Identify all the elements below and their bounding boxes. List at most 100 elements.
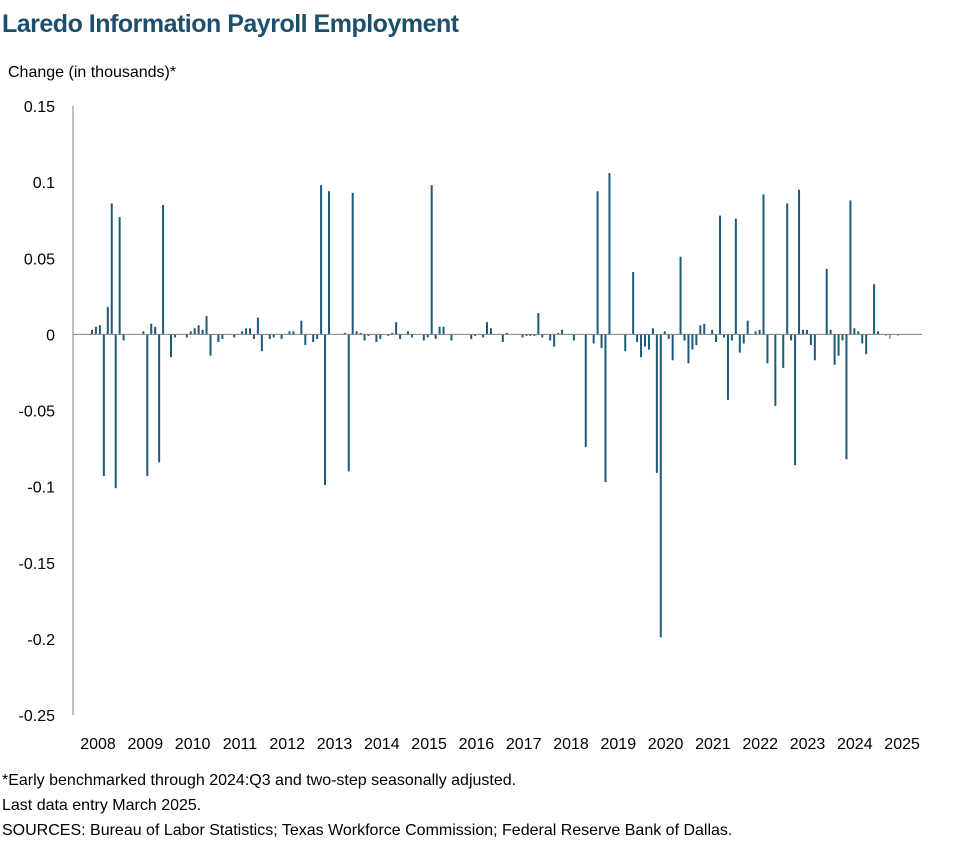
footnote-benchmark: *Early benchmarked through 2024:Q3 and t…	[2, 772, 517, 789]
bar	[355, 331, 358, 335]
bar	[805, 329, 808, 335]
bar	[813, 334, 816, 361]
bar	[489, 328, 492, 335]
bar	[742, 334, 745, 344]
y-tick-label: -0.1	[27, 480, 55, 497]
bar	[802, 329, 804, 335]
footnote-sources: SOURCES: Bureau of Labor Statistics; Tex…	[2, 822, 733, 839]
bar	[399, 334, 402, 339]
bar	[106, 306, 109, 335]
bar	[549, 334, 552, 341]
y-tick-label: 0.1	[33, 175, 55, 192]
bar	[482, 334, 485, 338]
bar	[896, 334, 899, 336]
bar	[703, 323, 706, 335]
bar	[150, 323, 153, 335]
bar	[158, 334, 161, 463]
bar	[715, 334, 718, 342]
bar	[845, 334, 848, 460]
bar	[600, 334, 603, 349]
bar	[426, 334, 429, 338]
bar	[529, 334, 532, 336]
bar	[407, 331, 409, 335]
bar	[351, 192, 354, 335]
bar	[280, 334, 283, 339]
x-tick-label: 2008	[80, 736, 116, 753]
bar	[189, 331, 192, 335]
bar	[312, 334, 315, 342]
bar	[217, 334, 220, 342]
bar	[252, 334, 255, 339]
bar	[853, 328, 856, 335]
bar	[782, 334, 785, 368]
bar	[410, 334, 413, 338]
bar	[726, 334, 729, 400]
bar	[699, 325, 702, 335]
x-tick-label: 2013	[317, 736, 353, 753]
bar	[233, 334, 236, 338]
bar	[561, 329, 564, 335]
bar	[711, 329, 714, 335]
x-tick-label: 2016	[459, 736, 495, 753]
bar	[584, 334, 587, 448]
bar	[142, 331, 145, 335]
bar	[557, 332, 560, 335]
bar	[655, 334, 658, 473]
bar	[438, 326, 441, 335]
bar	[596, 191, 599, 335]
bar	[98, 325, 101, 335]
bar	[434, 334, 437, 339]
bar	[592, 334, 595, 344]
bar	[347, 334, 350, 472]
bar	[304, 334, 307, 346]
bar	[185, 334, 188, 338]
bar	[659, 334, 662, 638]
bar-series	[91, 172, 899, 638]
bar	[486, 322, 488, 335]
bar	[636, 334, 639, 342]
bar	[118, 217, 121, 335]
bar	[521, 334, 524, 338]
bar	[841, 334, 844, 341]
bar	[367, 334, 370, 336]
x-tick-label: 2019	[601, 736, 637, 753]
bar	[525, 334, 528, 336]
bar	[774, 334, 777, 406]
bar	[632, 271, 635, 335]
bar	[173, 334, 176, 338]
bar	[647, 334, 650, 350]
bar	[644, 334, 646, 347]
bar	[537, 313, 540, 335]
x-tick-label: 2020	[648, 736, 684, 753]
bar	[849, 200, 852, 335]
x-tick-label: 2014	[364, 736, 400, 753]
bar	[146, 334, 149, 476]
bar	[162, 204, 165, 335]
bar	[241, 331, 244, 335]
bar	[154, 326, 157, 335]
x-tick-labels: 2008 2009 2010 2011 2012 2013 2014 2015 2016 2017…	[80, 736, 920, 753]
bar	[170, 334, 172, 358]
bar	[825, 268, 828, 335]
x-tick-label: 2012	[269, 736, 305, 753]
bar	[683, 334, 686, 341]
bar	[272, 334, 275, 338]
bar	[316, 334, 319, 339]
x-tick-label: 2017	[506, 736, 542, 753]
x-tick-label: 2022	[742, 736, 778, 753]
bar	[541, 334, 544, 338]
y-tick-label: -0.15	[19, 556, 56, 573]
bar	[691, 334, 694, 350]
bar	[505, 332, 508, 335]
y-tick-label: 0.05	[24, 251, 55, 268]
x-tick-label: 2015	[411, 736, 447, 753]
bar	[829, 329, 832, 335]
bar	[422, 334, 425, 341]
bar	[379, 334, 382, 339]
bar	[766, 334, 769, 364]
bar	[474, 334, 477, 336]
bar	[94, 326, 97, 335]
bar	[245, 328, 248, 335]
bar	[667, 334, 670, 339]
bar	[197, 325, 200, 335]
